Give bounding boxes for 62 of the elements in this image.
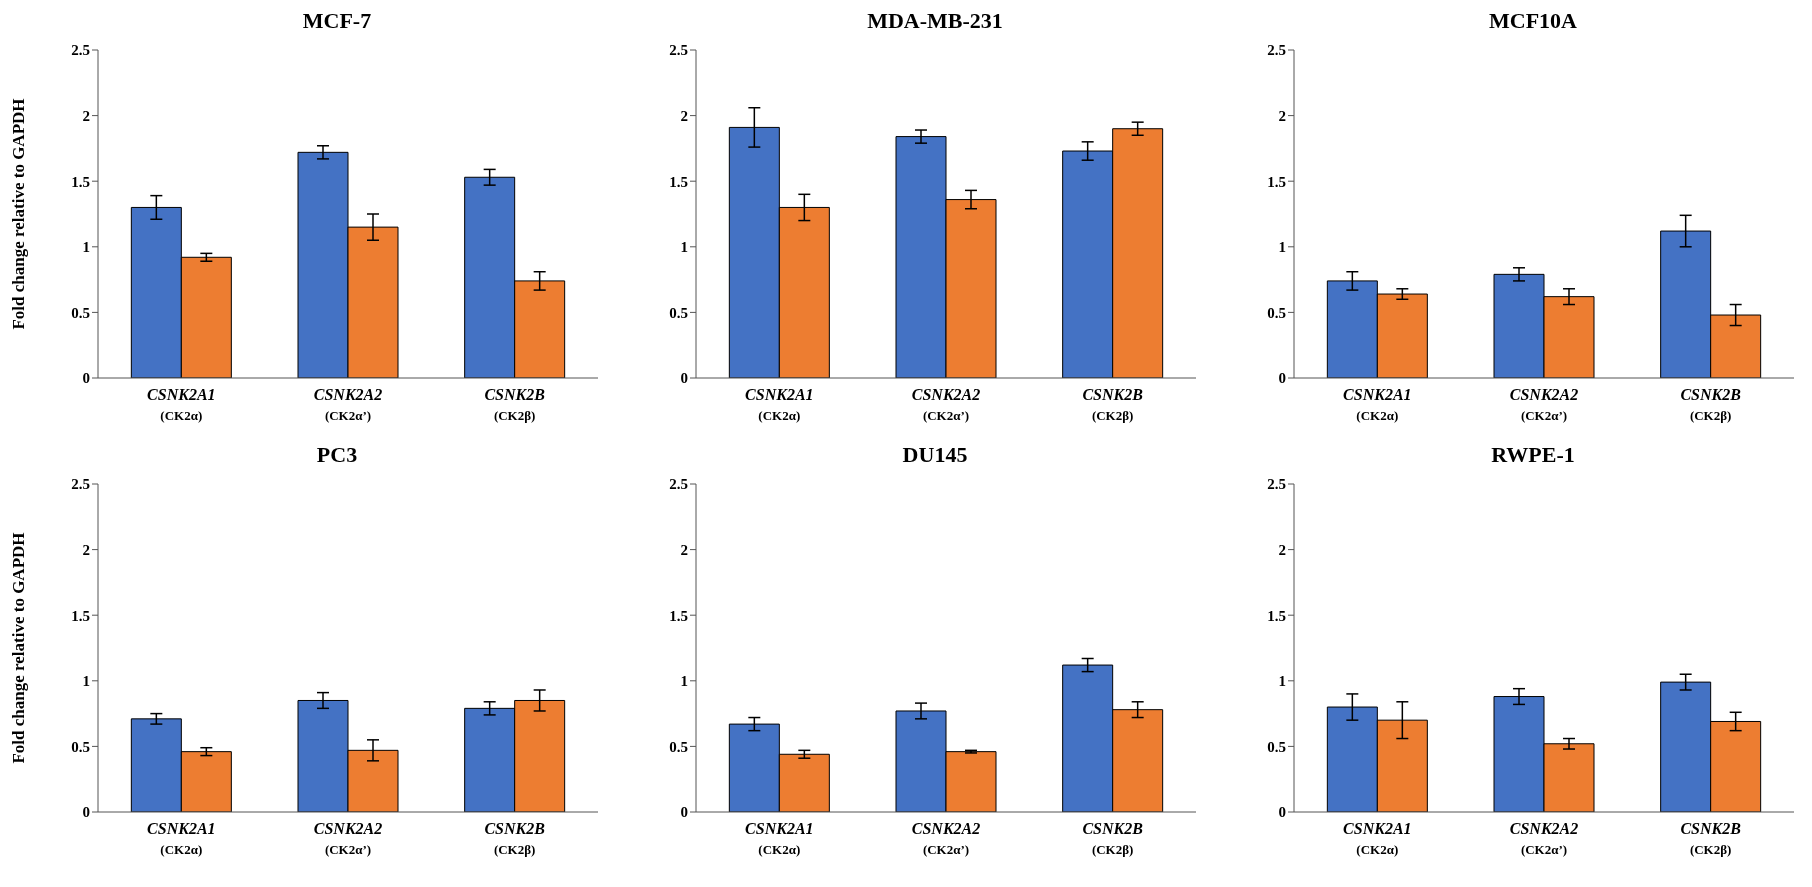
- y-tick-label: 2.5: [71, 42, 90, 59]
- x-tick-label: CSNK2A1 (CK2α): [1343, 820, 1412, 857]
- y-tick-label: 2: [680, 107, 688, 124]
- y-axis-title: Fold change relative to GAPDH: [9, 98, 29, 330]
- x-tick-label: CSNK2A2 (CK2α’): [1509, 820, 1579, 857]
- y-tick-label: 2: [680, 541, 688, 558]
- y-tick-label: 1: [1278, 239, 1286, 256]
- x-tick-label: CSNK2B (CK2β): [484, 820, 546, 857]
- y-tick-label: 0: [1278, 370, 1286, 387]
- y-tick-label: 0.5: [1267, 304, 1286, 321]
- y-tick-label: 2: [1278, 541, 1286, 558]
- x-tick-label: CSNK2B (CK2β): [1680, 820, 1742, 857]
- y-tick-label: 1: [82, 673, 90, 690]
- y-tick-label: 2.5: [669, 42, 688, 59]
- y-tick-label: 0: [680, 804, 688, 821]
- y-tick-label: 0: [1278, 804, 1286, 821]
- y-tick-label: 2: [82, 541, 90, 558]
- y-tick-label: 1.5: [1267, 173, 1286, 190]
- x-tick-label: CSNK2B (CK2β): [484, 386, 546, 423]
- x-tick-label: CSNK2B (CK2β): [1082, 820, 1144, 857]
- y-tick-label: 2.5: [1267, 42, 1286, 59]
- x-tick-label: CSNK2A1 (CK2α): [147, 386, 216, 423]
- y-tick-label: 1: [1278, 673, 1286, 690]
- y-tick-label: 0.5: [71, 304, 90, 321]
- chart-title: DU145: [901, 442, 969, 469]
- y-tick-label: 0.5: [669, 304, 688, 321]
- y-tick-label: 0.5: [669, 738, 688, 755]
- y-tick-label: 1.5: [71, 173, 90, 190]
- y-tick-label: 0.5: [1267, 738, 1286, 755]
- y-tick-label: 0: [82, 370, 90, 387]
- y-tick-label: 0: [680, 370, 688, 387]
- y-tick-label: 2.5: [71, 476, 90, 493]
- x-tick-label: CSNK2B (CK2β): [1082, 386, 1144, 423]
- chart-title: MCF-7: [301, 8, 373, 35]
- x-tick-label: CSNK2A1 (CK2α): [1343, 386, 1412, 423]
- y-tick-label: 2: [82, 107, 90, 124]
- y-tick-label: 1.5: [71, 607, 90, 624]
- y-tick-label: 0: [82, 804, 90, 821]
- y-tick-label: 1: [680, 239, 688, 256]
- x-tick-label: CSNK2A2 (CK2α’): [1509, 386, 1579, 423]
- y-axis-title: Fold change relative to GAPDH: [9, 532, 29, 764]
- y-tick-label: 1.5: [1267, 607, 1286, 624]
- chart-title: PC3: [315, 442, 359, 469]
- x-tick-label: CSNK2B (CK2β): [1680, 386, 1742, 423]
- x-tick-label: CSNK2A2 (CK2α’): [313, 820, 383, 857]
- x-tick-label: CSNK2A2 (CK2α’): [313, 386, 383, 423]
- x-tick-label: CSNK2A1 (CK2α): [147, 820, 216, 857]
- y-tick-label: 2: [1278, 107, 1286, 124]
- x-tick-label: CSNK2A1 (CK2α): [745, 820, 814, 857]
- y-tick-label: 0.5: [71, 738, 90, 755]
- x-tick-label: CSNK2A2 (CK2α’): [911, 386, 981, 423]
- y-tick-label: 1.5: [669, 607, 688, 624]
- y-tick-label: 2.5: [669, 476, 688, 493]
- x-tick-label: CSNK2A1 (CK2α): [745, 386, 814, 423]
- chart-title: MDA-MB-231: [866, 8, 1004, 35]
- y-tick-label: 1: [82, 239, 90, 256]
- y-tick-label: 1.5: [669, 173, 688, 190]
- y-tick-label: 2.5: [1267, 476, 1286, 493]
- y-tick-label: 1: [680, 673, 688, 690]
- x-tick-label: CSNK2A2 (CK2α’): [911, 820, 981, 857]
- chart-title: MCF10A: [1488, 8, 1578, 35]
- chart-title: RWPE-1: [1490, 442, 1576, 469]
